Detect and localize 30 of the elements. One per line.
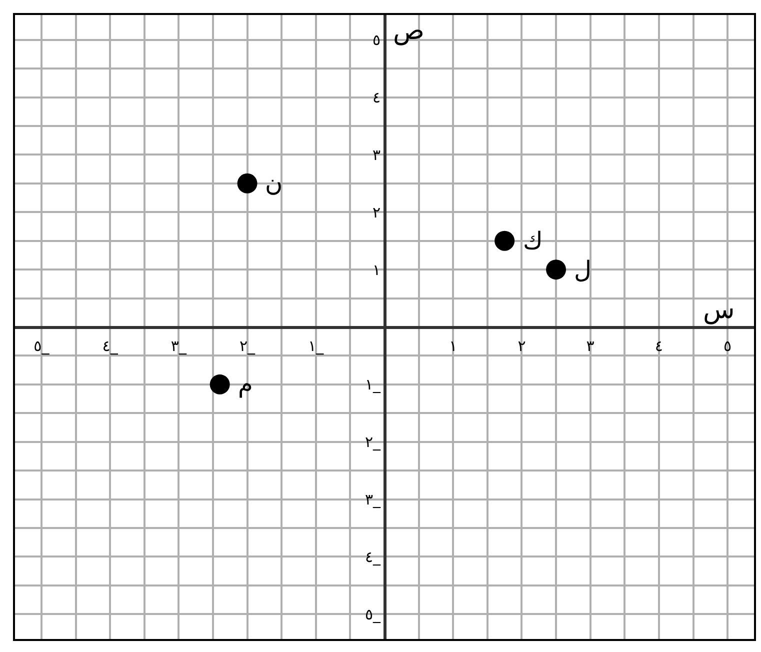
- y-tick-label: ٥: [372, 31, 380, 50]
- y-tick-label: ١: [372, 260, 380, 279]
- annotation: ك: [523, 227, 543, 255]
- y-tick-label: ٢_: [364, 433, 381, 452]
- y-tick-label: ١_: [364, 376, 381, 394]
- y-tick-label: ٣: [372, 146, 380, 164]
- x-tick-label: ٥: [724, 337, 732, 355]
- x-tick-label: ٤_: [102, 337, 118, 355]
- y-tick-label: ٥_: [364, 605, 381, 624]
- annotation: ل: [574, 256, 592, 284]
- y-tick-label: ٣_: [364, 490, 381, 509]
- x-tick-label: ٢_: [240, 337, 256, 355]
- x-tick-label: ٤: [654, 337, 663, 355]
- x-tick-label: ٢: [518, 337, 526, 355]
- annotation: م: [238, 370, 253, 398]
- y-axis-title: ص: [393, 16, 424, 46]
- x-axis-title: س: [703, 295, 735, 325]
- point: [210, 374, 230, 394]
- x-tick-label: ١: [449, 337, 458, 355]
- x-tick-label: ١_: [308, 337, 324, 355]
- x-tick-label: ٣: [586, 337, 594, 355]
- x-tick-label: ٥_: [34, 337, 50, 355]
- x-tick-label: ٣_: [170, 337, 187, 355]
- point: [546, 260, 566, 280]
- y-tick-label: ٤: [372, 88, 380, 107]
- y-tick-label: ٤_: [364, 548, 381, 566]
- annotation: ن: [265, 169, 283, 197]
- point: [237, 173, 258, 194]
- y-tick-label: ٢: [372, 203, 380, 222]
- point: [494, 230, 515, 251]
